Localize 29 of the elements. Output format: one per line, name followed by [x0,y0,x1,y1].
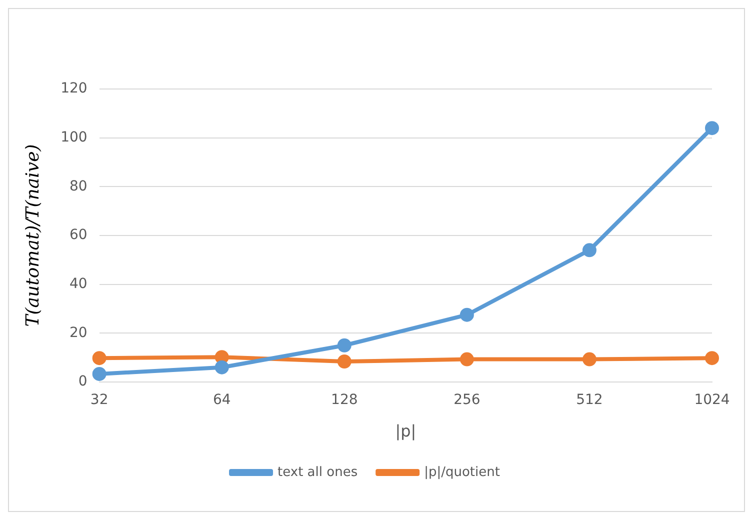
point [705,121,719,136]
y-axis-title: T(automat)/T(naive) [22,144,44,327]
x-tick-label: 512 [576,392,603,408]
point [92,366,106,381]
legend-label: |p|/quotient [424,464,500,480]
y-tick-label: 100 [60,129,88,146]
point [460,352,474,366]
legend-label: text all ones [278,464,358,480]
x-tick-label: 1024 [694,392,730,408]
point [460,308,474,322]
point [214,350,229,364]
point [214,360,229,374]
x-tick-label: 128 [331,392,358,408]
point [337,354,352,368]
y-tick-label: 20 [69,324,88,341]
point [92,351,106,366]
point [582,243,596,258]
y-tick-label: 80 [69,178,88,194]
y-tick-label: 0 [78,374,88,390]
point [582,352,596,366]
y-tick-label: 120 [60,80,88,97]
y-tick-label: 40 [69,276,88,292]
x-tick-label: 64 [212,392,231,408]
y-tick-label: 60 [69,227,88,244]
x-tick-label: 256 [454,392,480,408]
point [337,338,352,352]
x-axis-title: |p| [395,422,416,441]
point [705,351,719,366]
x-tick-label: 32 [90,392,108,408]
